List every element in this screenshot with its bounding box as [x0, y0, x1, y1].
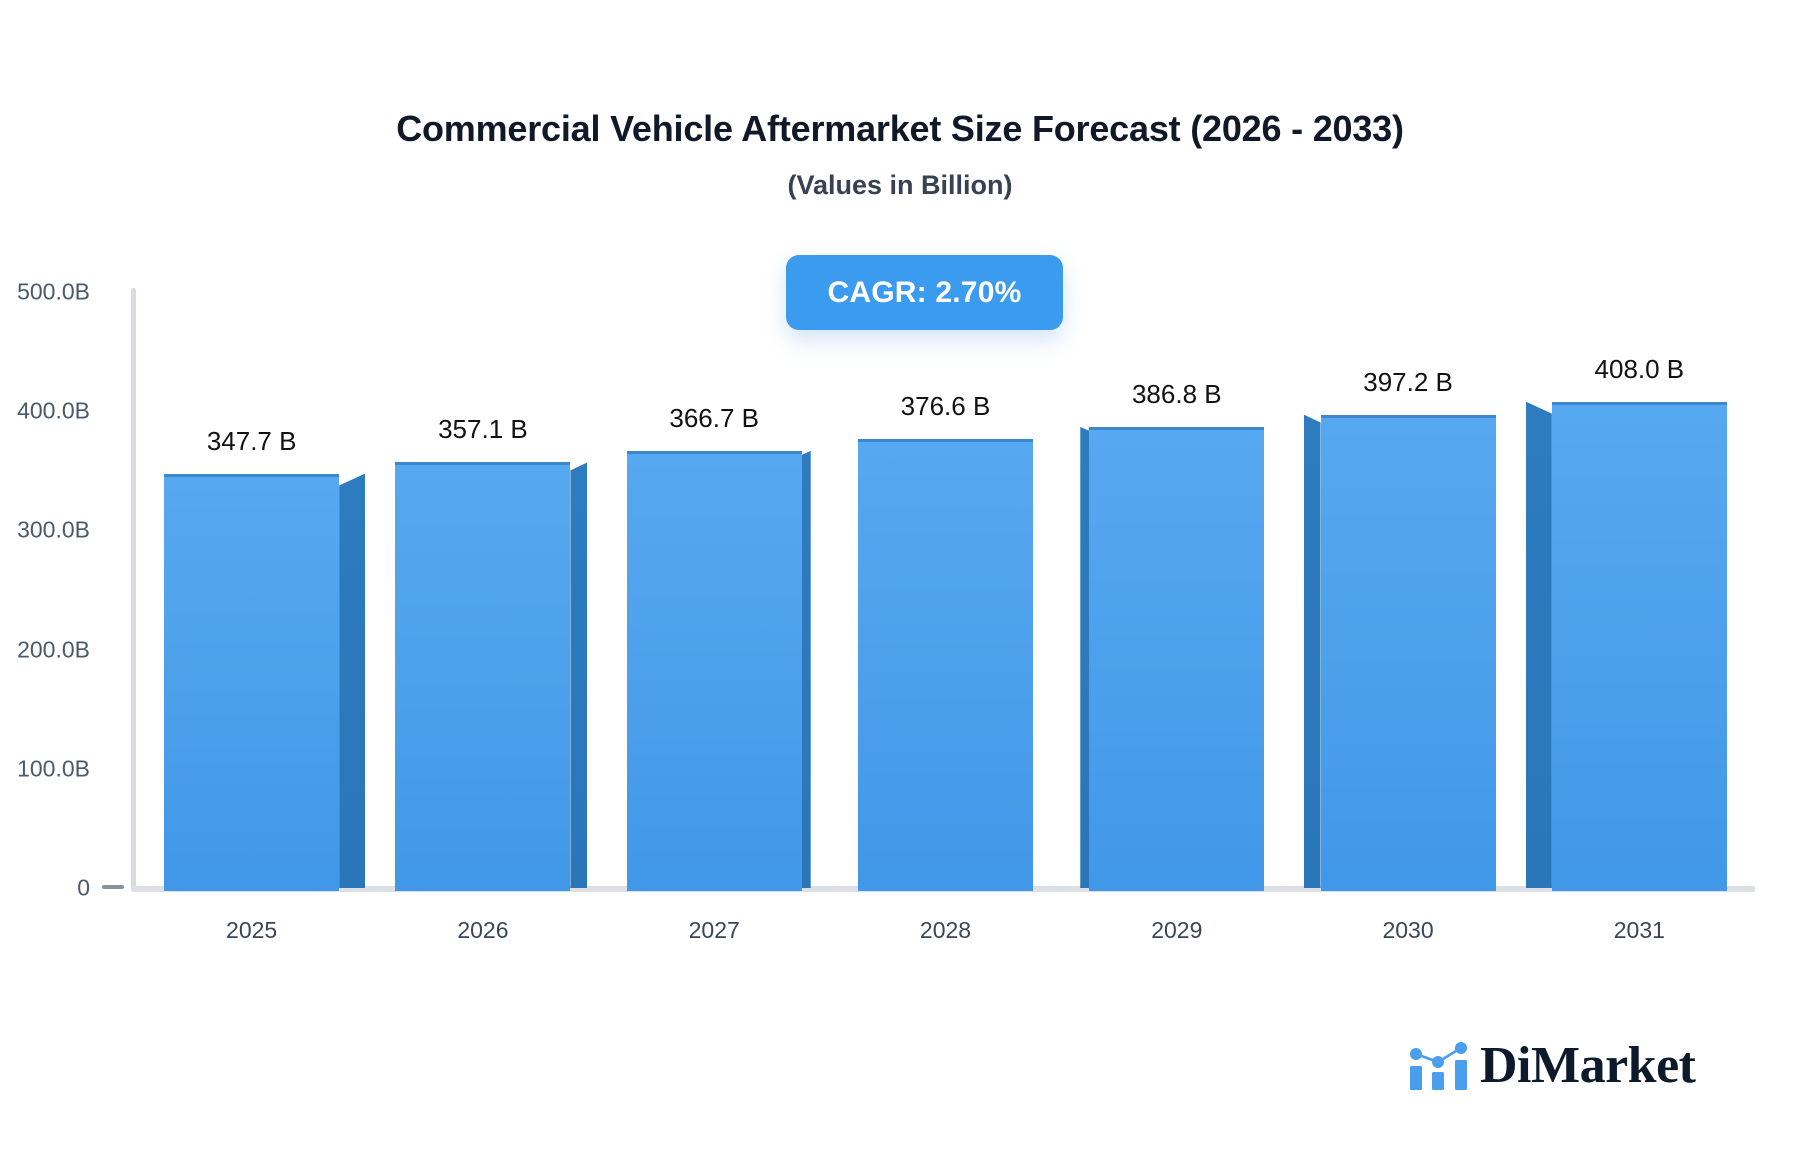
y-axis-tick-label: 400.0B [17, 397, 90, 424]
bar-front-face [1320, 414, 1496, 891]
bar-value-label: 408.0 B [1594, 353, 1685, 384]
x-axis-tick-label: 2027 [688, 917, 740, 943]
bar-value-label: 366.7 B [669, 402, 760, 433]
bar-side-face [570, 462, 588, 888]
bar-side-face [801, 450, 811, 888]
cagr-badge: CAGR: 2.70% [786, 255, 1063, 330]
x-axis-tick-label: 2028 [919, 917, 972, 943]
bar-front-face [858, 439, 1033, 891]
bar-value-label: 386.8 B [1131, 378, 1222, 409]
dimarket-logo: DiMarket [1408, 1037, 1696, 1094]
y-axis-tick-label: 300.0B [17, 516, 90, 543]
bar-front-face [1089, 426, 1265, 891]
bar-side-face [1525, 401, 1552, 888]
bar-value-label: 397.2 B [1363, 366, 1453, 397]
y-axis-tick-label: 0 [77, 874, 90, 901]
bar-front-face [626, 450, 802, 891]
logo-wordmark: DiMarket [1480, 1037, 1696, 1094]
y-axis-line [131, 288, 136, 888]
bar-value-label: 376.6 B [900, 391, 991, 422]
chart-title: Commercial Vehicle Aftermarket Size Fore… [396, 108, 1404, 149]
bar-side-face [1080, 426, 1090, 888]
bar-side-face [339, 473, 366, 888]
y-axis-zero-tick [102, 885, 124, 889]
chart-subtitle: (Values in Billion) [787, 170, 1013, 200]
bar-front-face [395, 462, 571, 891]
bar-value-label: 357.1 B [438, 414, 528, 445]
x-axis-tick-label: 2030 [1382, 917, 1434, 943]
bar-chart-icon [1410, 1042, 1467, 1090]
y-axis-tick-label: 200.0B [17, 636, 90, 663]
x-axis-tick-label: 2029 [1151, 917, 1203, 943]
y-axis-tick-label: 100.0B [17, 755, 90, 782]
x-axis-tick-label: 2031 [1613, 917, 1665, 943]
x-axis-tick-label: 2025 [226, 917, 278, 943]
bar-front-face [164, 473, 340, 891]
bar-front-face [1551, 401, 1727, 891]
bar-value-label: 347.7 B [206, 425, 297, 456]
y-axis-tick-label: 500.0B [17, 278, 90, 305]
cagr-badge-label: CAGR: 2.70% [827, 275, 1022, 309]
bar-side-face [1303, 414, 1321, 888]
x-axis-tick-label: 2026 [457, 917, 509, 943]
